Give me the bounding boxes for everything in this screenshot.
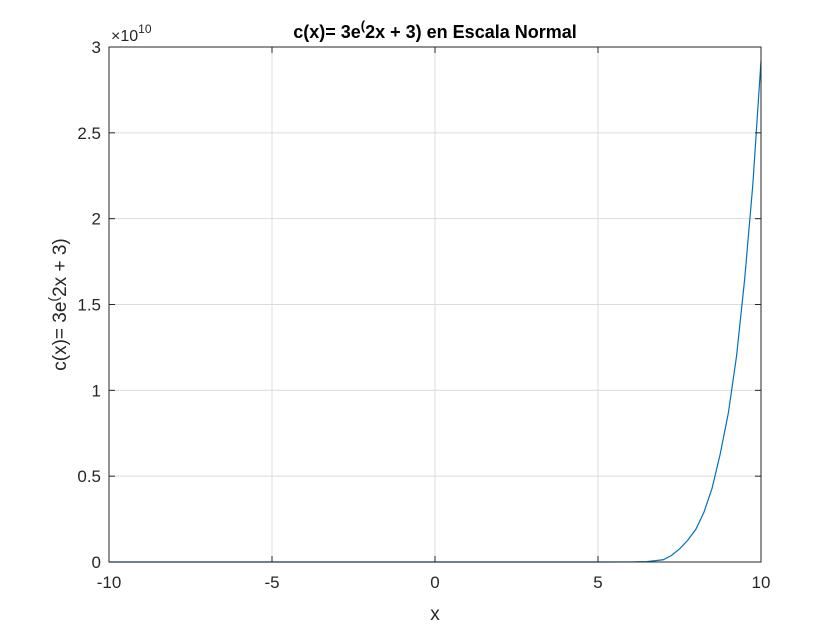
- y-tick-label: 0: [92, 553, 101, 572]
- y-tick-label: 2: [92, 210, 101, 229]
- x-tick-label: 0: [430, 573, 439, 592]
- y-tick-label: 1.5: [77, 296, 101, 315]
- grid: [108, 46, 762, 563]
- x-tick-label: -10: [97, 573, 122, 592]
- ticks: -10 -5 0 5 10 0 0.5 1 1.5 2 2.5 3: [77, 38, 770, 592]
- x-tick-label: 5: [593, 573, 602, 592]
- y-axis-label: c(x)= 3e(2x + 3): [45, 238, 71, 370]
- x-tick-label: 10: [752, 573, 771, 592]
- y-axis-exponent: ×1010: [111, 22, 152, 45]
- y-tick-label: 1: [92, 381, 101, 400]
- y-tick-label: 3: [92, 38, 101, 57]
- y-tick-label: 0.5: [77, 467, 101, 486]
- x-axis-label: x: [430, 604, 440, 625]
- chart-title: c(x)= 3e(2x + 3) en Escala Normal: [293, 18, 577, 42]
- x-tick-label: -5: [264, 573, 279, 592]
- y-tick-label: 2.5: [77, 124, 101, 143]
